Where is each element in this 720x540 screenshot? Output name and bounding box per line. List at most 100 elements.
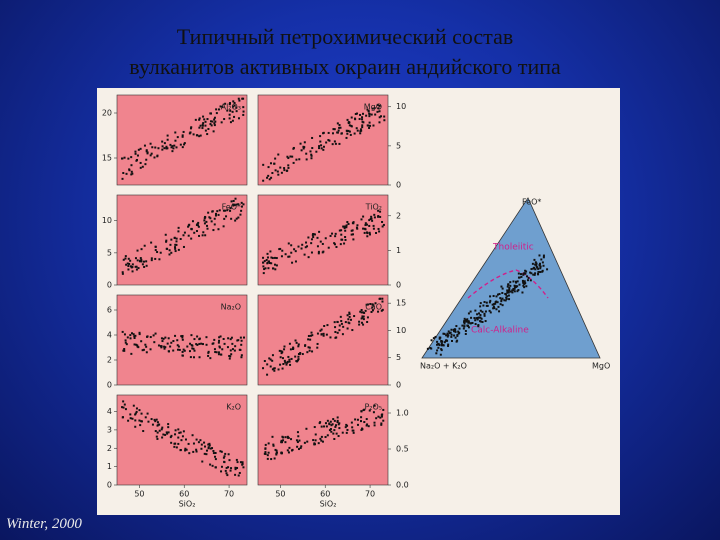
dot <box>223 342 226 345</box>
dot <box>361 124 364 127</box>
dot <box>358 320 361 323</box>
dot <box>352 238 355 241</box>
dot <box>279 363 282 366</box>
dot <box>323 324 326 327</box>
dot <box>215 108 218 111</box>
dot <box>181 134 184 137</box>
dot <box>173 237 176 240</box>
dot <box>368 126 371 129</box>
dot <box>360 321 363 324</box>
dot <box>295 341 298 344</box>
y-tick-label: 0 <box>107 281 112 290</box>
dot <box>173 144 176 147</box>
ternary-dot <box>527 276 530 279</box>
dot <box>178 431 181 434</box>
dot <box>138 419 141 422</box>
dot <box>340 229 343 232</box>
dot <box>272 444 275 447</box>
dot <box>197 441 200 444</box>
ternary-dot <box>456 333 459 336</box>
dot <box>229 207 232 210</box>
dot <box>207 351 210 354</box>
dot <box>217 341 220 344</box>
dot <box>135 343 138 346</box>
dot <box>294 250 297 253</box>
ternary-dot <box>534 261 537 264</box>
dot <box>345 226 348 229</box>
dot <box>160 337 163 340</box>
dot <box>313 426 316 429</box>
dot <box>284 361 287 364</box>
y-tick-label: 0 <box>396 381 401 390</box>
dot <box>307 346 310 349</box>
dot <box>124 339 127 342</box>
ternary-dot <box>532 273 535 276</box>
dot <box>155 435 158 438</box>
dot <box>280 439 283 442</box>
dot <box>368 219 371 222</box>
dot <box>234 197 237 200</box>
dot <box>320 333 323 336</box>
dot <box>122 349 125 352</box>
dot <box>326 419 329 422</box>
dot <box>301 353 304 356</box>
dot <box>154 249 157 252</box>
dot <box>237 216 240 219</box>
dot <box>376 110 379 113</box>
dot <box>267 451 270 454</box>
dot <box>150 241 153 244</box>
dot <box>151 146 154 149</box>
dot <box>131 417 134 420</box>
dot <box>375 417 378 420</box>
dot <box>368 224 371 227</box>
dot <box>199 439 202 442</box>
ternary-dot <box>477 325 480 328</box>
dot <box>242 203 245 206</box>
dot <box>134 334 137 337</box>
dot <box>174 246 177 249</box>
dot <box>220 121 223 124</box>
dot <box>132 333 135 336</box>
ternary-dot <box>533 273 536 276</box>
dot <box>196 223 199 226</box>
dot <box>234 466 237 469</box>
dot <box>137 346 140 349</box>
dot <box>140 258 143 261</box>
dot <box>359 113 362 116</box>
dot <box>318 147 321 150</box>
dot <box>266 176 269 179</box>
dot <box>174 433 177 436</box>
ternary-dot <box>466 324 469 327</box>
dot <box>333 243 336 246</box>
dot <box>237 97 240 100</box>
ternary-dot <box>512 289 515 292</box>
dot <box>378 121 381 124</box>
ternary-dot <box>532 267 535 270</box>
dot <box>207 354 210 357</box>
dot <box>209 463 212 466</box>
dot <box>352 222 355 225</box>
ternary-dot <box>454 330 457 333</box>
dot <box>340 322 343 325</box>
dot <box>349 318 352 321</box>
dot <box>367 303 370 306</box>
ternary-dot <box>495 308 498 311</box>
dot <box>156 154 159 157</box>
dot <box>363 231 366 234</box>
dot <box>362 315 365 318</box>
dot <box>196 224 199 227</box>
dot <box>309 150 312 153</box>
dot <box>293 248 296 251</box>
dot <box>324 422 327 425</box>
ternary-dot <box>437 342 440 345</box>
ternary-dot <box>453 334 456 337</box>
dot <box>138 409 141 412</box>
dot <box>242 336 245 339</box>
dot <box>320 144 323 147</box>
dot <box>150 152 153 155</box>
dot <box>240 201 243 204</box>
dot <box>295 360 298 363</box>
dot <box>163 147 166 150</box>
ternary-dot <box>474 323 477 326</box>
dot <box>353 315 356 318</box>
